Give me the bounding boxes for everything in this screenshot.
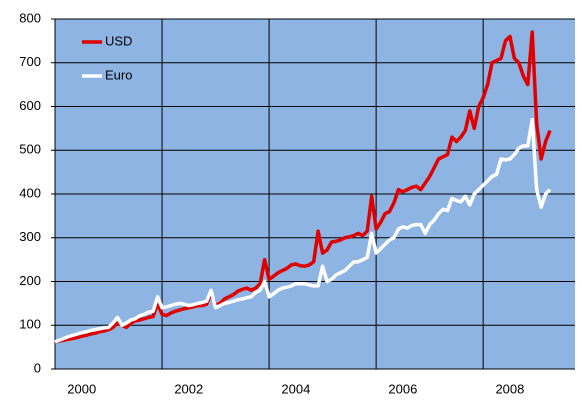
x-tick-label: 2000 xyxy=(67,381,96,396)
y-tick-label: 0 xyxy=(34,360,41,375)
y-tick-label: 400 xyxy=(19,185,41,200)
y-tick-label: 500 xyxy=(19,142,41,157)
y-tick-label: 200 xyxy=(19,273,41,288)
x-tick-label: 2008 xyxy=(495,381,524,396)
x-tick-label: 2006 xyxy=(388,381,417,396)
y-tick-label: 700 xyxy=(19,54,41,69)
y-tick-label: 300 xyxy=(19,229,41,244)
y-tick-label: 100 xyxy=(19,317,41,332)
x-tick-label: 2002 xyxy=(174,381,203,396)
legend-label: Euro xyxy=(105,67,132,82)
legend-label: USD xyxy=(105,33,132,48)
y-tick-label: 800 xyxy=(19,10,41,25)
data-line xyxy=(54,117,552,344)
x-tick-label: 2004 xyxy=(281,381,310,396)
data-line xyxy=(54,30,552,344)
y-tick-label: 600 xyxy=(19,98,41,113)
